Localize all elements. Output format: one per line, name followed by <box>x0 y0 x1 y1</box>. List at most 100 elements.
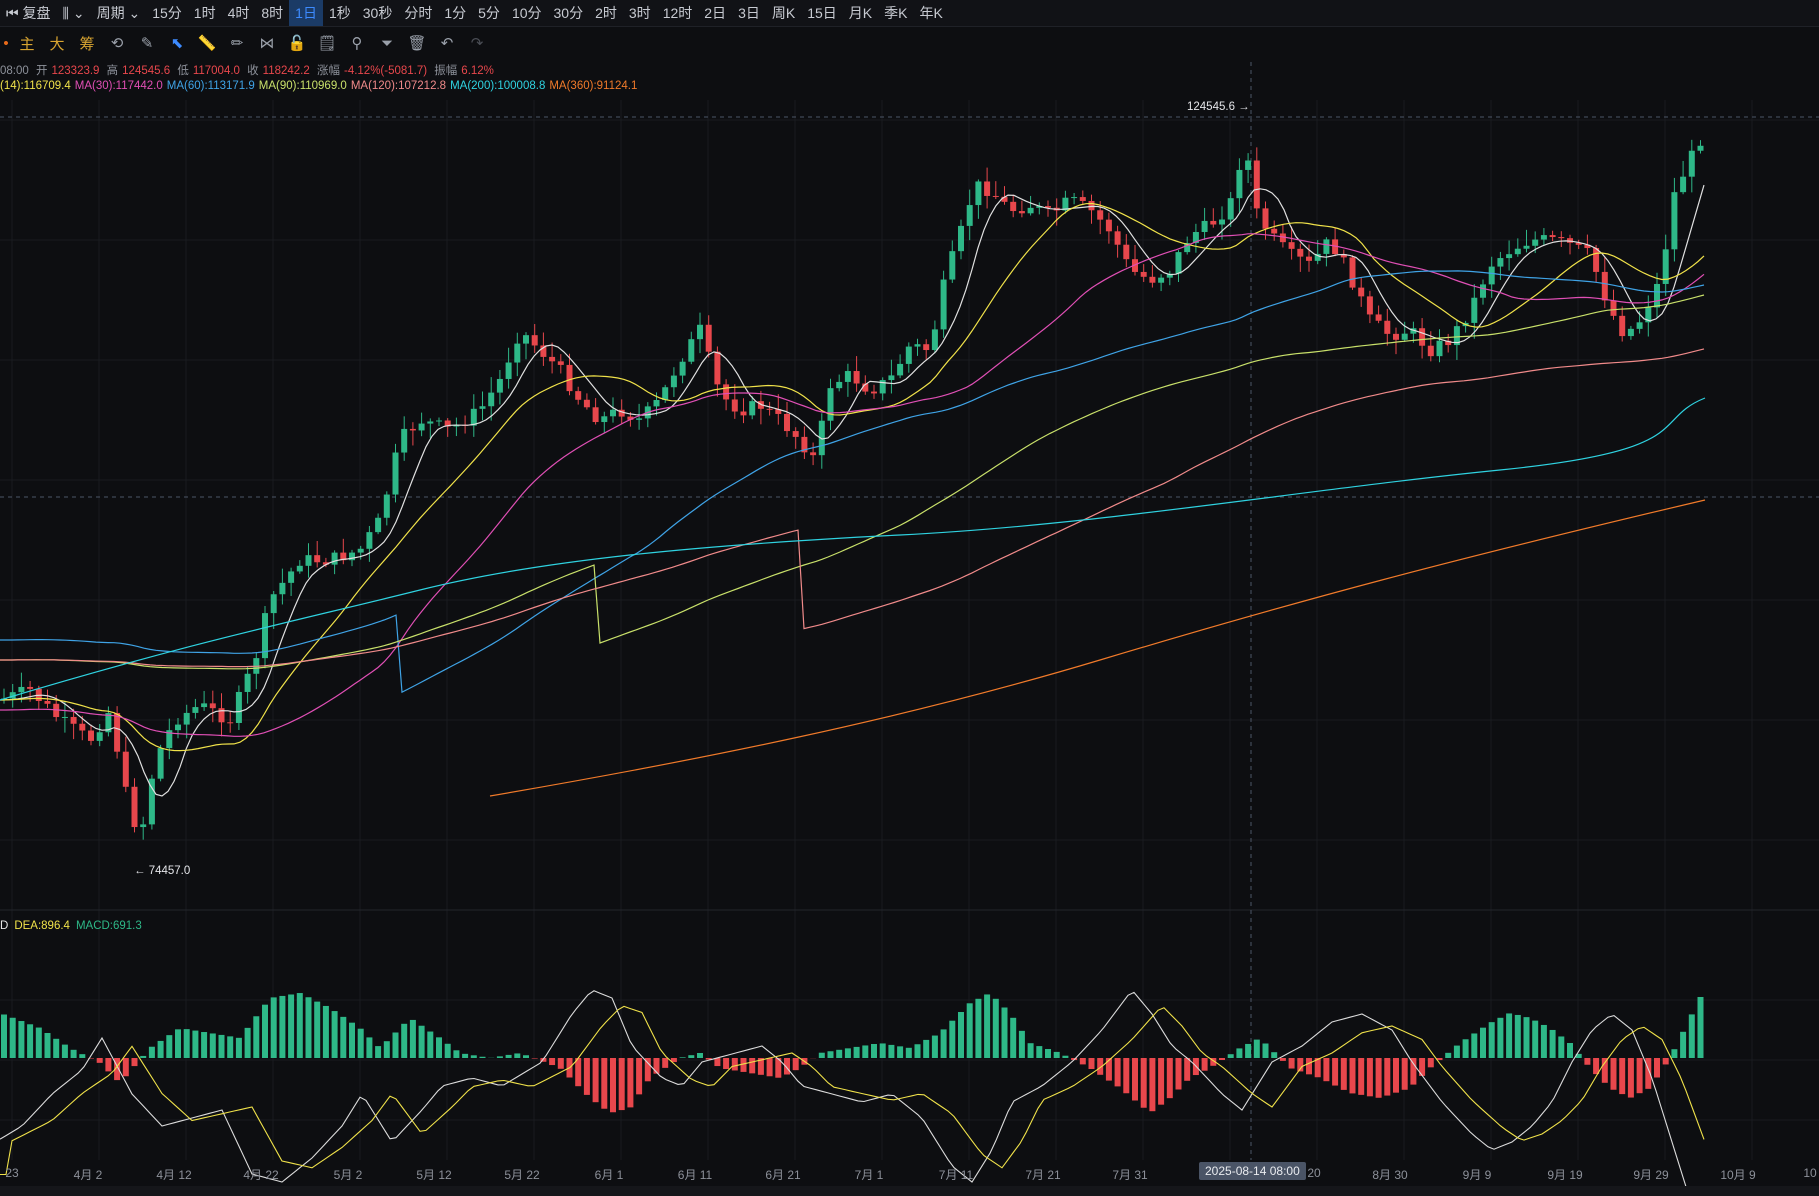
filter-icon[interactable]: ⏷ <box>380 34 393 52</box>
macd-bar-37 <box>322 1005 329 1058</box>
interval-4[interactable]: 1日 <box>289 0 323 26</box>
interval-3[interactable]: 8时 <box>261 5 284 21</box>
big-order-button[interactable]: 大 <box>49 35 65 53</box>
macd-bar-149 <box>1297 1058 1304 1072</box>
macd-bar-3 <box>27 1024 34 1058</box>
macd-bar-71 <box>618 1058 625 1111</box>
ruler-icon[interactable]: 📏 <box>197 35 217 52</box>
candle-body-66 <box>575 391 582 400</box>
candle-body-172 <box>1497 258 1504 267</box>
macd-bar-81 <box>705 1058 712 1060</box>
interval-2[interactable]: 4时 <box>227 5 250 21</box>
interval-13[interactable]: 3时 <box>628 5 651 21</box>
macd-bar-135 <box>1175 1058 1182 1090</box>
interval-16[interactable]: 3日 <box>738 5 760 21</box>
candle-body-79 <box>688 339 695 362</box>
scrollbar[interactable] <box>0 1186 1819 1196</box>
replay-button[interactable]: ⏮ 复盘 <box>0 0 57 26</box>
amplitude-value: 6.12% <box>461 65 494 77</box>
interval-1[interactable]: 1时 <box>193 5 216 21</box>
candle-body-116 <box>1010 201 1017 212</box>
undo-icon[interactable]: ↶ <box>440 35 454 52</box>
candle-body-62 <box>540 345 547 357</box>
macd-bar-48 <box>418 1025 425 1058</box>
x-axis-label-8: 6月 11 <box>677 1168 713 1182</box>
macd-legend: D DEA:896.4 MACD:691.3 <box>0 920 148 932</box>
macd-bar-38 <box>331 1011 338 1058</box>
macd-bar-122 <box>1062 1055 1069 1058</box>
trash-icon[interactable]: 🗑 <box>407 35 427 52</box>
candle-body-115 <box>1001 196 1008 202</box>
candle-body-137 <box>1192 232 1199 244</box>
candle-body-151 <box>1314 253 1321 261</box>
interval-9[interactable]: 5分 <box>478 5 500 21</box>
candle-body-59 <box>514 343 521 363</box>
macd-bar-193 <box>1680 1031 1687 1058</box>
candle-body-118 <box>1027 207 1034 214</box>
x-axis-label-13: 7月 31 <box>1112 1168 1148 1182</box>
candle-body-143 <box>1245 160 1252 170</box>
macd-bar-19 <box>166 1035 173 1058</box>
macd-bar-192 <box>1671 1049 1678 1058</box>
macd-bar-62 <box>540 1058 547 1062</box>
interval-11[interactable]: 30分 <box>553 5 584 21</box>
redo-icon[interactable]: ↷ <box>470 35 484 52</box>
ma-legend-item-0: (14):116709.4 <box>0 80 71 92</box>
candle-body-130 <box>1132 259 1138 272</box>
interval-17[interactable]: 周K <box>771 5 796 21</box>
macd-bar-175 <box>1523 1017 1530 1058</box>
candle-body-10 <box>88 730 94 741</box>
drawing-toolbar: • 主 大 筹 ⟲ ✎ ⬉ 📏 ✏ ⋈ 🔓 🗒 ⚲ ⏷ 🗑 ↶ ↷ <box>0 28 1819 58</box>
low-value: 117004.0 <box>192 65 240 77</box>
candle-body-132 <box>1149 276 1156 283</box>
candle-body-87 <box>757 401 764 409</box>
candle-body-95 <box>827 388 834 421</box>
chip-button[interactable]: 筹 <box>79 35 95 53</box>
period-dropdown[interactable]: 周期 ⌄ <box>91 0 147 26</box>
macd-bar-124 <box>1079 1058 1086 1065</box>
chevron-down-icon: ⌄ <box>128 5 141 21</box>
interval-10[interactable]: 10分 <box>511 5 542 21</box>
candle-body-16 <box>140 824 147 828</box>
chart-type-button[interactable]: ⫼ ⌄ <box>57 0 91 26</box>
interval-14[interactable]: 12时 <box>662 5 693 21</box>
pattern-icon[interactable]: ⋈ <box>259 35 275 52</box>
interval-0[interactable]: 15分 <box>152 5 182 21</box>
macd-dif-line <box>0 990 1704 1191</box>
interval-8[interactable]: 1分 <box>444 5 467 21</box>
candle-body-187 <box>1627 328 1634 337</box>
candle-body-48 <box>418 423 425 431</box>
magnet-icon[interactable]: ⚲ <box>351 35 363 52</box>
candle-body-166 <box>1445 340 1452 346</box>
macd-bar-90 <box>784 1058 790 1075</box>
pen-icon[interactable]: ✏ <box>230 35 244 52</box>
lock-icon[interactable]: 🔓 <box>287 35 307 52</box>
candle-body-14 <box>122 751 129 787</box>
macd-bar-76 <box>662 1058 669 1068</box>
notes-icon[interactable]: 🗒 <box>317 35 337 52</box>
interval-6[interactable]: 30秒 <box>362 5 393 21</box>
cursor-tool-icon[interactable]: ⬉ <box>170 35 184 52</box>
ma-legend-item-1: MA(30):117442.0 <box>74 80 163 92</box>
macd-bar-99 <box>862 1045 869 1058</box>
interval-19[interactable]: 月K <box>848 5 873 21</box>
interval-12[interactable]: 2时 <box>595 5 617 21</box>
interval-20[interactable]: 季K <box>884 5 908 21</box>
candle-body-153 <box>1332 239 1339 255</box>
interval-15[interactable]: 2日 <box>704 5 727 21</box>
draw-settings-icon[interactable]: ✎ <box>140 35 154 52</box>
interval-7[interactable]: 分时 <box>404 5 433 21</box>
x-axis-label-0: 23 <box>5 1166 19 1180</box>
x-axis-label-11: 7月 11 <box>938 1168 974 1182</box>
interval-21[interactable]: 年K <box>919 5 943 21</box>
interval-18[interactable]: 15日 <box>807 5 837 21</box>
macd-bar-83 <box>723 1058 730 1070</box>
ma-line-120 <box>0 348 1705 668</box>
main-indicator-button[interactable]: 主 <box>19 35 35 53</box>
candle-body-189 <box>1645 307 1652 323</box>
compare-icon[interactable]: ⟲ <box>110 35 124 52</box>
interval-5[interactable]: 1秒 <box>328 5 351 21</box>
macd-bar-57 <box>496 1056 503 1058</box>
rewind-icon: ⏮ <box>6 5 19 21</box>
